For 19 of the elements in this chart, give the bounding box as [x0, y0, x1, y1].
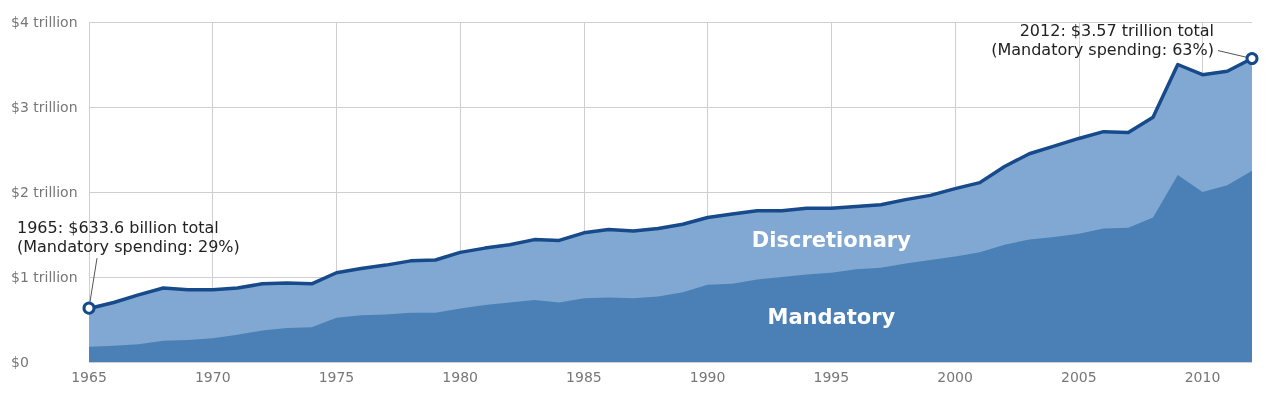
x-tick-label: 1985	[566, 369, 602, 385]
x-tick-label: 1975	[318, 369, 355, 385]
x-tick-label: 1980	[442, 369, 478, 385]
series-label: Mandatory	[767, 305, 896, 330]
x-tick-label: 1965	[71, 369, 107, 385]
y-tick-label: $1 trillion	[11, 269, 78, 285]
x-tick-label: 1990	[689, 369, 726, 385]
x-tick-label: 2005	[1060, 369, 1097, 385]
y-tick-label: $0	[11, 354, 29, 370]
x-tick-label: 2010	[1184, 369, 1221, 385]
annotation: 2012: $3.57 trillion total (Mandatory spending: 63%)	[991, 20, 1214, 59]
x-tick-label: 2000	[937, 369, 973, 385]
y-tick-label: $4 trillion	[11, 14, 78, 30]
x-tick-label: 1995	[813, 369, 850, 385]
x-tick-label: 1970	[194, 369, 231, 385]
series-label: Discretionary	[751, 228, 912, 253]
annotation: 1965: $633.6 billion total (Mandatory spending: 29%)	[17, 218, 240, 257]
y-tick-label: $2 trillion	[11, 184, 78, 200]
y-tick-label: $3 trillion	[11, 99, 78, 115]
